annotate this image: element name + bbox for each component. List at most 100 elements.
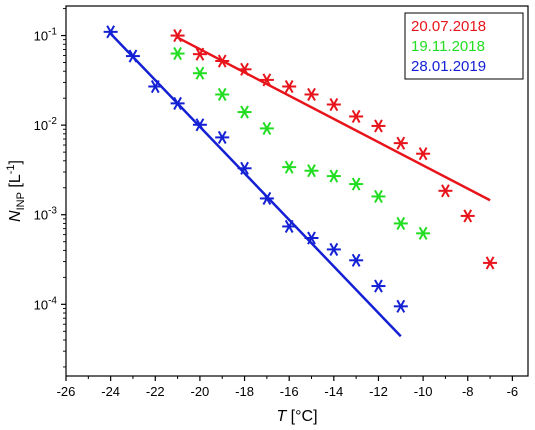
legend: 20.07.2018 19.11.2018 28.01.2019 <box>404 12 524 80</box>
y-axis-subscript: INP <box>15 192 27 210</box>
x-tick-label: -18 <box>235 384 254 399</box>
marker-stroke <box>262 121 272 135</box>
x-tick-label: -26 <box>57 384 76 399</box>
data-point <box>460 209 475 223</box>
marker-stroke <box>351 253 361 267</box>
x-tick-label: -16 <box>280 384 299 399</box>
x-tick-label: -10 <box>414 384 433 399</box>
marker-stroke <box>195 118 205 132</box>
marker-stroke <box>307 87 316 102</box>
data-point <box>170 46 185 61</box>
data-point <box>282 79 297 94</box>
legend-entry: 28.01.2019 <box>411 58 486 75</box>
data-point <box>192 118 207 132</box>
marker-stroke <box>284 160 294 174</box>
data-point <box>215 87 230 102</box>
marker-stroke <box>150 79 160 94</box>
x-tick-label: -14 <box>324 384 343 399</box>
y-tick-label: 10-3 <box>34 206 58 223</box>
marker-stroke <box>374 189 383 204</box>
data-point <box>192 47 207 61</box>
marker-stroke <box>240 161 249 175</box>
marker-stroke <box>128 49 138 63</box>
marker-stroke <box>396 299 406 313</box>
data-point <box>304 231 319 245</box>
marker-stroke <box>240 105 249 119</box>
data-point <box>349 253 364 267</box>
data-point <box>326 97 341 112</box>
series <box>170 46 431 240</box>
data-point <box>170 29 185 43</box>
plot-area <box>103 25 498 338</box>
x-axis: -26 -24 -22 -20 -18 -16 -14 -12 -10 -8 -6 <box>57 376 518 399</box>
fit-line <box>109 32 402 338</box>
data-point <box>416 147 431 161</box>
data-point <box>103 25 118 39</box>
marker-stroke <box>195 66 205 80</box>
marker-stroke <box>374 119 383 133</box>
data-point <box>259 73 274 87</box>
marker-stroke <box>351 109 361 124</box>
marker-stroke <box>173 46 182 61</box>
marker-stroke <box>418 147 428 161</box>
y-axis-unit-exponent: -1 <box>5 164 17 174</box>
marker-stroke <box>262 73 272 87</box>
data-point <box>483 256 498 270</box>
marker-stroke <box>284 219 294 234</box>
data-point <box>371 279 386 293</box>
marker-stroke <box>173 29 182 43</box>
series <box>103 25 408 313</box>
y-axis: 10-4 10-3 10-2 10-1 <box>34 8 66 368</box>
data-point <box>416 226 431 240</box>
marker-stroke <box>217 87 227 102</box>
x-tick-label: -22 <box>146 384 165 399</box>
x-tick-label: -20 <box>191 384 210 399</box>
plot-frame <box>65 5 529 377</box>
data-point <box>326 242 341 256</box>
marker-stroke <box>329 242 339 256</box>
marker-stroke <box>441 184 450 198</box>
marker-stroke <box>374 279 383 293</box>
marker-stroke <box>195 47 205 61</box>
data-point <box>237 161 252 175</box>
marker-stroke <box>329 169 339 183</box>
x-tick-label: -12 <box>369 384 388 399</box>
data-point <box>393 216 408 230</box>
y-tick-label: 10-1 <box>34 27 58 44</box>
marker-stroke <box>217 130 227 144</box>
y-tick-label: 10-2 <box>34 116 58 133</box>
data-point <box>371 119 386 133</box>
marker-stroke <box>240 62 249 76</box>
data-point <box>215 130 230 144</box>
marker-stroke <box>284 79 294 94</box>
x-axis-title: T [°C] <box>276 408 317 425</box>
data-point <box>237 105 252 119</box>
y-axis-symbol: N <box>7 210 24 222</box>
data-point <box>125 49 140 63</box>
data-point <box>259 121 274 135</box>
data-point <box>304 164 319 178</box>
data-point <box>282 219 297 234</box>
legend-entry: 20.07.2018 <box>411 18 486 35</box>
marker-stroke <box>307 231 316 245</box>
marker-stroke <box>351 177 361 191</box>
y-axis-unit: [L <box>7 174 24 192</box>
data-point <box>282 160 297 174</box>
series <box>170 29 498 270</box>
marker-stroke <box>463 209 473 223</box>
data-point <box>393 136 408 150</box>
y-axis-unit-close: ] <box>7 160 24 164</box>
data-point <box>371 189 386 204</box>
marker-stroke <box>106 25 116 39</box>
data-point <box>215 54 230 68</box>
data-point <box>349 109 364 124</box>
data-point <box>438 184 453 198</box>
marker-stroke <box>307 164 316 178</box>
marker-stroke <box>217 54 227 68</box>
data-point <box>304 87 319 102</box>
legend-entry: 19.11.2018 <box>411 38 485 55</box>
marker-stroke <box>485 256 495 270</box>
x-axis-unit: [°C] <box>286 408 317 425</box>
marker-stroke <box>396 136 406 150</box>
marker-stroke <box>262 191 272 206</box>
